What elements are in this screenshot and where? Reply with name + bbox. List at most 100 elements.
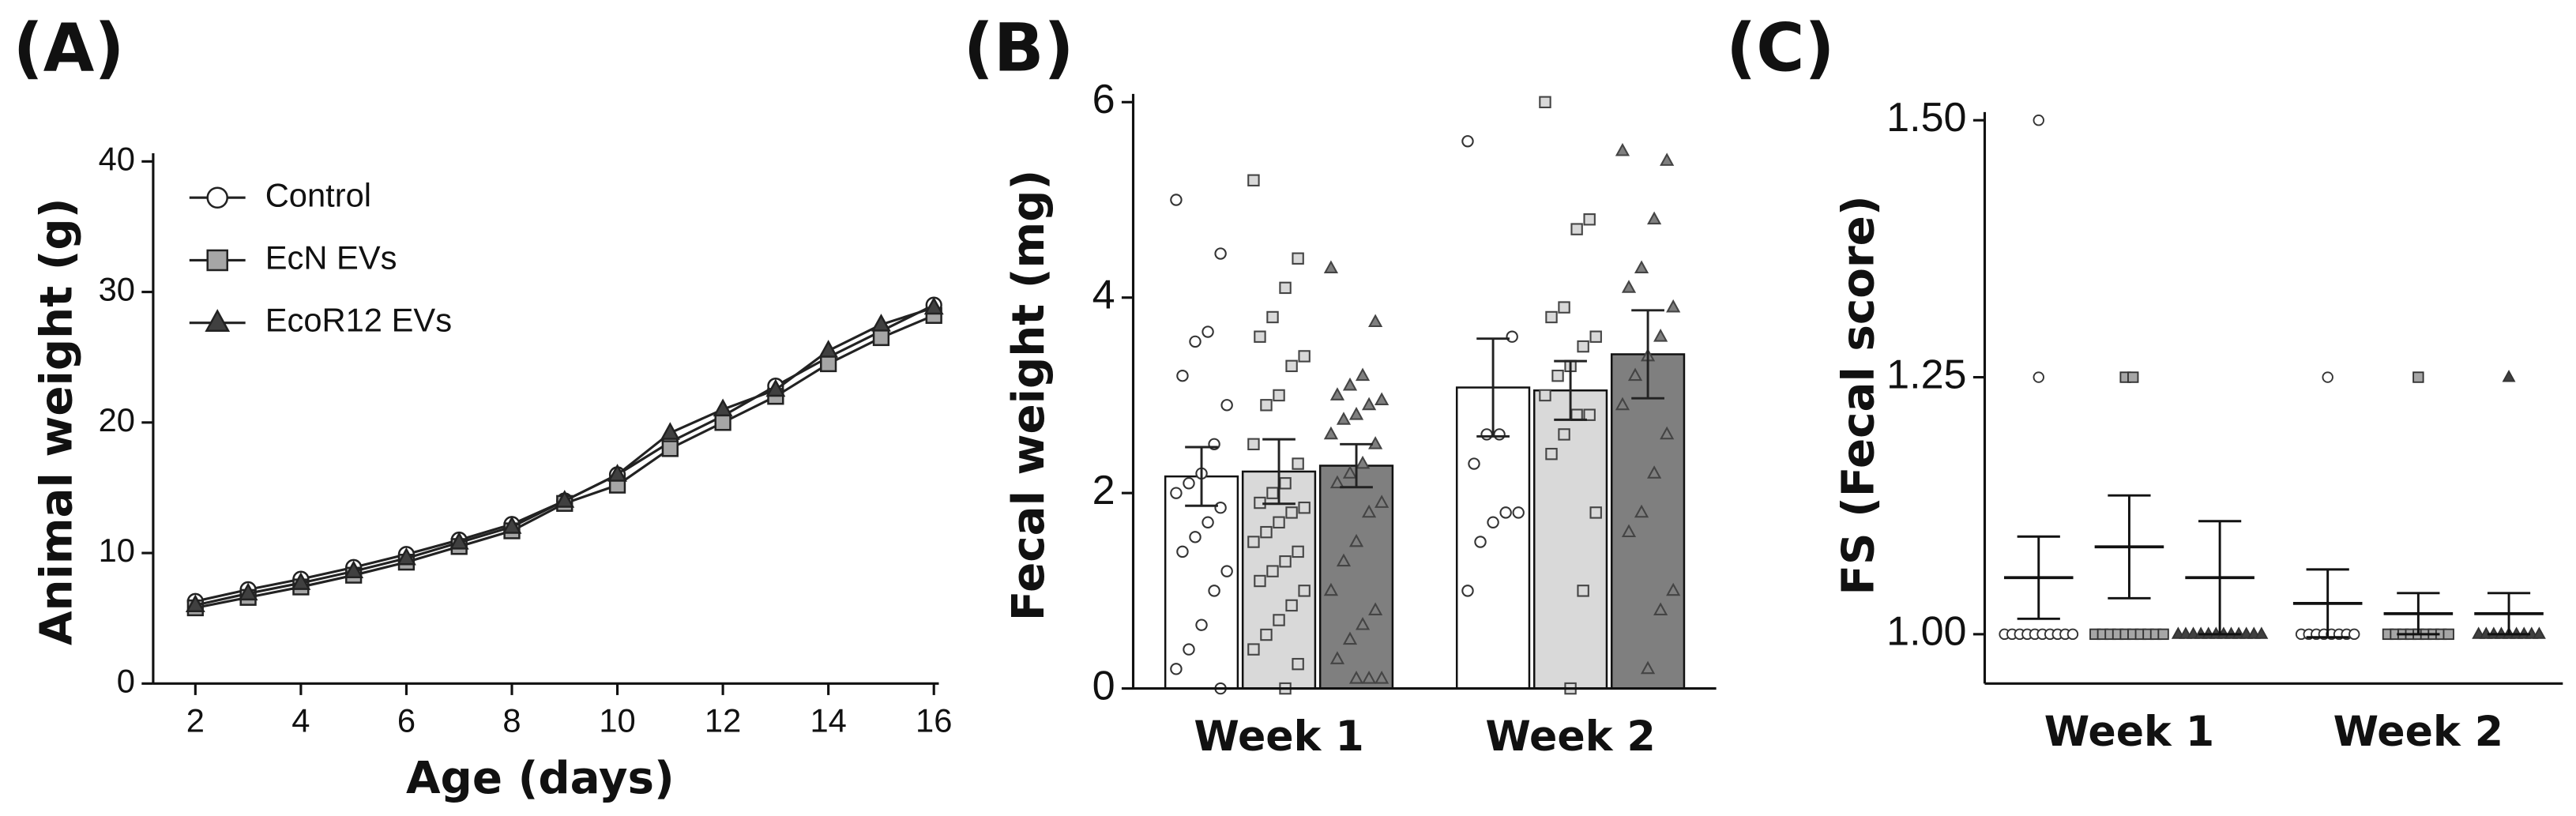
marker — [1374, 671, 1390, 684]
marker — [1589, 506, 1602, 519]
marker — [1266, 487, 1279, 499]
marker — [1653, 602, 1668, 615]
marker — [1214, 247, 1227, 260]
marker — [713, 398, 733, 417]
x-tick-label: 4 — [291, 701, 310, 739]
marker — [1615, 397, 1630, 411]
marker — [1323, 582, 1339, 596]
marker — [1660, 426, 1675, 440]
marker — [1583, 213, 1596, 226]
marker — [1292, 657, 1304, 671]
marker — [1653, 329, 1668, 342]
marker — [1273, 389, 1285, 402]
bar — [1532, 389, 1608, 690]
marker — [872, 329, 890, 347]
marker — [1260, 628, 1273, 641]
marker — [1214, 501, 1227, 514]
y-tick-label: 2 — [1092, 468, 1115, 513]
marker — [1539, 96, 1551, 109]
marker — [1487, 516, 1499, 528]
y-axis-title: Animal weight (g) — [32, 198, 83, 645]
marker — [1577, 585, 1589, 597]
marker — [2127, 371, 2139, 383]
marker — [1266, 310, 1279, 324]
marker — [1342, 465, 1358, 479]
marker — [1348, 671, 1364, 684]
marker — [923, 296, 944, 315]
y-tick-label: 1.00 — [1886, 609, 1966, 655]
marker — [1285, 506, 1298, 519]
marker — [1279, 477, 1292, 490]
panel-label: (A) — [13, 10, 125, 87]
marker — [1298, 501, 1311, 514]
x-tick-label: 6 — [397, 701, 416, 739]
marker — [1361, 397, 1377, 411]
marker — [1202, 325, 1214, 338]
y-tick-label: 30 — [99, 271, 135, 308]
marker — [1583, 408, 1596, 421]
x-tick-label: 2 — [186, 701, 205, 739]
marker — [1355, 367, 1371, 382]
marker — [1273, 614, 1285, 626]
marker — [1336, 553, 1352, 567]
marker — [1342, 631, 1358, 645]
marker — [765, 378, 786, 397]
marker — [1260, 399, 1273, 412]
x-tick-label: Week 1 — [2044, 709, 2214, 756]
marker — [2322, 371, 2333, 383]
marker — [1621, 280, 1637, 293]
marker — [1615, 142, 1630, 156]
marker — [1558, 428, 1570, 441]
marker — [1506, 330, 1518, 343]
x-tick-label: 16 — [916, 701, 952, 739]
marker — [1292, 545, 1304, 558]
marker — [1279, 555, 1292, 568]
marker — [1183, 477, 1195, 490]
error-bar — [1185, 446, 1218, 507]
marker — [344, 560, 364, 578]
marker — [1634, 504, 1649, 518]
marker — [607, 464, 627, 482]
marker — [871, 314, 891, 332]
error-bar — [1476, 337, 1510, 438]
marker — [1342, 377, 1358, 391]
marker — [661, 440, 679, 457]
marker — [555, 490, 575, 508]
marker — [1247, 174, 1260, 186]
marker — [1570, 408, 1583, 421]
marker — [1285, 599, 1298, 612]
error-bar — [2397, 592, 2440, 636]
marker — [397, 547, 416, 566]
marker — [1279, 281, 1292, 295]
marker — [206, 249, 228, 272]
marker — [1480, 428, 1493, 441]
y-tick-label: 20 — [99, 401, 135, 438]
marker — [1545, 447, 1558, 461]
marker — [291, 572, 311, 590]
y-tick-label: 1.50 — [1886, 95, 1966, 141]
marker — [1189, 335, 1202, 348]
marker — [1374, 494, 1390, 508]
error-bar — [2017, 535, 2060, 620]
marker — [1183, 643, 1195, 656]
marker — [1292, 457, 1304, 470]
x-tick-label: 8 — [502, 701, 521, 739]
panel-label: (B) — [964, 10, 1074, 87]
x-axis-title: Age (days) — [406, 753, 675, 804]
marker — [1647, 465, 1662, 479]
marker — [1195, 619, 1208, 631]
error-bar — [1631, 309, 1664, 400]
marker — [1176, 545, 1189, 558]
x-tick-label: 12 — [705, 701, 741, 739]
marker — [1461, 585, 1474, 597]
marker — [1374, 392, 1390, 406]
marker — [1298, 350, 1311, 363]
marker — [1254, 330, 1266, 343]
marker — [1329, 475, 1345, 489]
marker — [1202, 516, 1214, 528]
marker — [1298, 585, 1311, 597]
error-bar — [1262, 438, 1296, 506]
marker — [1361, 504, 1377, 518]
marker — [1292, 252, 1304, 265]
marker — [1220, 565, 1233, 577]
